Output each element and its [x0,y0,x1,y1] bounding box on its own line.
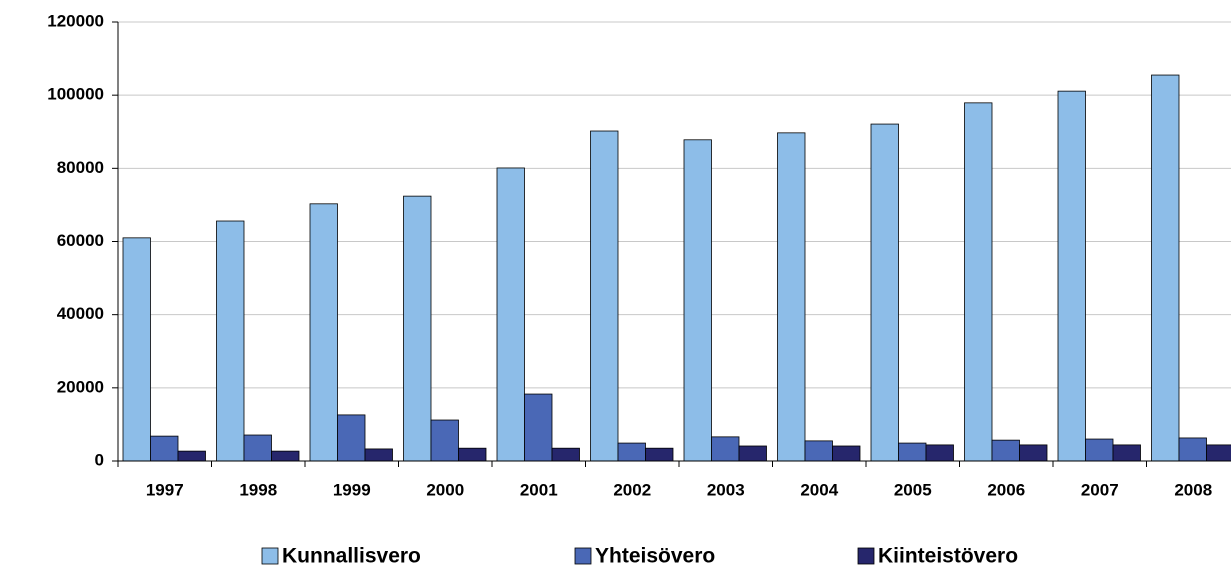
legend-swatch [261,547,279,565]
bar [1019,444,1048,462]
bar [496,167,525,462]
bar [645,447,674,462]
legend-label: Yhteisövero [595,545,715,568]
bar [337,414,366,462]
bar [150,435,179,462]
x-tick-label: 2008 [1174,480,1212,499]
bar [551,447,580,462]
x-tick-label: 2005 [894,480,932,499]
bar [271,450,300,462]
bar [403,195,432,462]
bar [430,419,459,462]
bar [925,444,954,462]
bar [804,440,833,462]
bar [590,130,619,462]
legend-label: Kunnallisvero [282,545,421,568]
legend-swatch [574,547,592,565]
x-tick-label: 2001 [520,480,558,499]
bar [964,102,993,462]
bar [458,447,487,462]
bar [309,203,338,462]
legend-label: Kiinteistövero [878,545,1018,568]
bar [122,237,151,462]
bar [898,442,927,462]
x-tick-label: 2000 [426,480,464,499]
y-tick-label: 60000 [57,231,104,250]
y-tick-label: 100000 [47,85,104,104]
x-tick-label: 1997 [146,480,184,499]
bar [1112,444,1141,462]
x-tick-label: 1998 [239,480,277,499]
bar [738,445,767,462]
bar [991,439,1020,462]
y-tick-label: 80000 [57,158,104,177]
bar [832,445,861,462]
bar [683,139,712,462]
y-tick-label: 40000 [57,304,104,323]
bar [870,123,899,462]
bar [777,132,806,462]
x-tick-label: 2004 [800,480,838,499]
x-tick-label: 2007 [1081,480,1119,499]
bar [1178,437,1207,462]
bar [1151,74,1180,462]
bar [216,220,245,462]
bar [364,448,393,462]
bar [1206,444,1231,462]
bar [243,434,272,462]
bar [1057,90,1086,462]
x-tick-label: 1999 [333,480,371,499]
y-tick-label: 20000 [57,377,104,396]
bar [617,442,646,462]
bar [1085,438,1114,462]
y-tick-label: 0 [95,450,104,469]
y-tick-label: 120000 [47,11,104,30]
x-tick-label: 2003 [707,480,745,499]
x-tick-label: 2006 [987,480,1025,499]
legend-swatch [857,547,875,565]
bar [177,450,206,462]
bar [524,393,553,462]
x-tick-label: 2002 [613,480,651,499]
bar [711,436,740,462]
